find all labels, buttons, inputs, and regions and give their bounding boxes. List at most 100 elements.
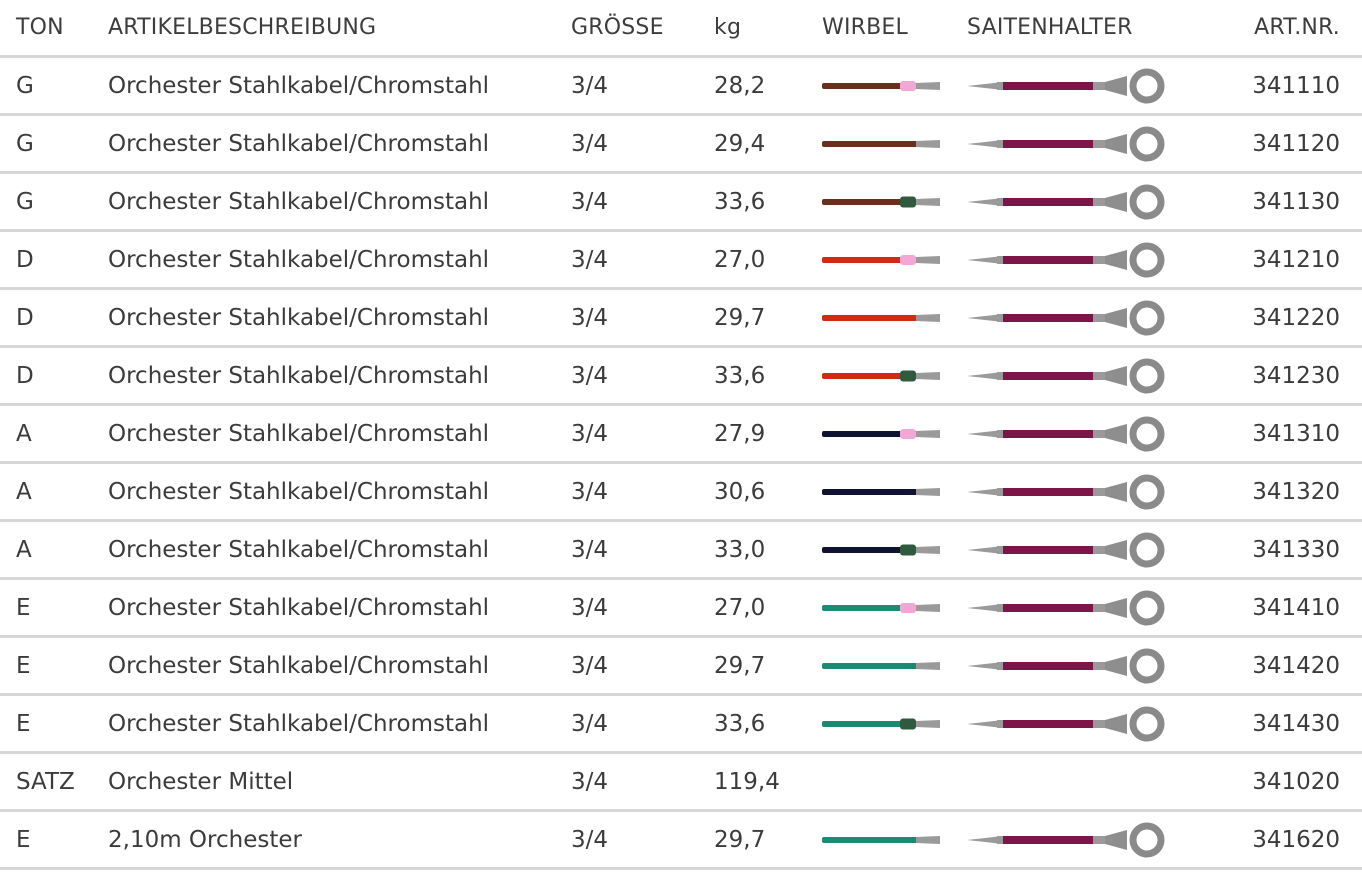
table-row: E Orchester Stahlkabel/Chromstahl 3/4 33,6 3… <box>0 696 1362 754</box>
wirbel-string-image <box>822 313 940 322</box>
wirbel-string-image <box>822 80 940 91</box>
wirbel-cell <box>822 406 942 461</box>
ton-cell: D <box>16 362 34 389</box>
wirbel-cell <box>822 522 942 577</box>
art-nr-cell: 341320 <box>1252 478 1340 505</box>
header-description: ARTIKELBESCHREIBUNG <box>108 15 377 40</box>
ton-cell: E <box>16 594 31 621</box>
saitenhalter-string-image <box>967 126 1165 161</box>
size-cell: 3/4 <box>571 72 609 99</box>
wirbel-cell <box>822 638 942 693</box>
wirbel-string-image <box>822 835 940 844</box>
kg-cell: 29,4 <box>714 130 766 157</box>
saitenhalter-cell <box>967 580 1167 635</box>
size-cell: 3/4 <box>571 420 609 447</box>
wirbel-cell <box>822 58 942 113</box>
saitenhalter-cell <box>967 812 1167 867</box>
saitenhalter-string-image <box>967 416 1165 451</box>
description-cell: Orchester Stahlkabel/Chromstahl <box>108 188 490 215</box>
wirbel-string-image <box>822 196 940 207</box>
wirbel-string-image <box>822 139 940 148</box>
art-nr-cell: 341620 <box>1252 826 1340 853</box>
table-row: E Orchester Stahlkabel/Chromstahl 3/4 29,7 3… <box>0 638 1362 696</box>
art-nr-cell: 341430 <box>1252 710 1340 737</box>
size-cell: 3/4 <box>571 652 609 679</box>
saitenhalter-cell <box>967 116 1167 171</box>
header-ton: TON <box>16 15 64 40</box>
table-row: E 2,10m Orchester 3/4 29,7 341620 <box>0 812 1362 870</box>
wirbel-cell <box>822 812 942 867</box>
kg-cell: 29,7 <box>714 304 766 331</box>
art-nr-cell: 341410 <box>1252 594 1340 621</box>
ton-cell: E <box>16 652 31 679</box>
header-size: GRÖSSE <box>571 15 664 40</box>
size-cell: 3/4 <box>571 826 609 853</box>
kg-cell: 119,4 <box>714 768 780 795</box>
kg-cell: 30,6 <box>714 478 766 505</box>
kg-cell: 27,0 <box>714 594 766 621</box>
saitenhalter-cell <box>967 232 1167 287</box>
size-cell: 3/4 <box>571 594 609 621</box>
table-body: G Orchester Stahlkabel/Chromstahl 3/4 28,2 3… <box>0 58 1362 870</box>
saitenhalter-cell <box>967 638 1167 693</box>
table-row: D Orchester Stahlkabel/Chromstahl 3/4 33,6 3… <box>0 348 1362 406</box>
wirbel-string-image <box>822 661 940 670</box>
table-row: G Orchester Stahlkabel/Chromstahl 3/4 28,2 3… <box>0 58 1362 116</box>
table-row: D Orchester Stahlkabel/Chromstahl 3/4 27,0 3… <box>0 232 1362 290</box>
kg-cell: 29,7 <box>714 652 766 679</box>
description-cell: Orchester Stahlkabel/Chromstahl <box>108 536 490 563</box>
saitenhalter-string-image <box>967 242 1165 277</box>
wirbel-cell <box>822 696 942 751</box>
description-cell: Orchester Stahlkabel/Chromstahl <box>108 594 490 621</box>
kg-cell: 33,6 <box>714 188 766 215</box>
art-nr-cell: 341230 <box>1252 362 1340 389</box>
wirbel-cell <box>822 580 942 635</box>
saitenhalter-string-image <box>967 706 1165 741</box>
ton-cell: G <box>16 72 34 99</box>
size-cell: 3/4 <box>571 130 609 157</box>
description-cell: Orchester Stahlkabel/Chromstahl <box>108 130 490 157</box>
ton-cell: A <box>16 478 32 505</box>
saitenhalter-string-image <box>967 648 1165 683</box>
saitenhalter-string-image <box>967 532 1165 567</box>
description-cell: Orchester Stahlkabel/Chromstahl <box>108 420 490 447</box>
saitenhalter-cell <box>967 174 1167 229</box>
table-row: A Orchester Stahlkabel/Chromstahl 3/4 27,9 3… <box>0 406 1362 464</box>
description-cell: Orchester Stahlkabel/Chromstahl <box>108 652 490 679</box>
size-cell: 3/4 <box>571 768 609 795</box>
saitenhalter-string-image <box>967 822 1165 857</box>
wirbel-string-image <box>822 718 940 729</box>
table-row: G Orchester Stahlkabel/Chromstahl 3/4 33,6 3… <box>0 174 1362 232</box>
size-cell: 3/4 <box>571 362 609 389</box>
saitenhalter-cell <box>967 58 1167 113</box>
saitenhalter-string-image <box>967 474 1165 509</box>
wirbel-string-image <box>822 487 940 496</box>
ton-cell: G <box>16 188 34 215</box>
header-saitenhalter: SAITENHALTER <box>967 15 1133 40</box>
wirbel-string-image <box>822 602 940 613</box>
ton-cell: G <box>16 130 34 157</box>
table-row: A Orchester Stahlkabel/Chromstahl 3/4 33,0 3… <box>0 522 1362 580</box>
size-cell: 3/4 <box>571 304 609 331</box>
table-row: D Orchester Stahlkabel/Chromstahl 3/4 29,7 3… <box>0 290 1362 348</box>
saitenhalter-cell <box>967 464 1167 519</box>
art-nr-cell: 341130 <box>1252 188 1340 215</box>
table-row: SATZ Orchester Mittel 3/4 119,4 341020 <box>0 754 1362 812</box>
saitenhalter-cell <box>967 406 1167 461</box>
kg-cell: 27,9 <box>714 420 766 447</box>
wirbel-string-image <box>822 254 940 265</box>
description-cell: Orchester Stahlkabel/Chromstahl <box>108 246 490 273</box>
art-nr-cell: 341420 <box>1252 652 1340 679</box>
kg-cell: 29,7 <box>714 826 766 853</box>
description-cell: Orchester Stahlkabel/Chromstahl <box>108 362 490 389</box>
saitenhalter-cell <box>967 348 1167 403</box>
art-nr-cell: 341310 <box>1252 420 1340 447</box>
ton-cell: A <box>16 536 32 563</box>
wirbel-cell <box>822 232 942 287</box>
saitenhalter-string-image <box>967 68 1165 103</box>
saitenhalter-string-image <box>967 300 1165 335</box>
description-cell: Orchester Stahlkabel/Chromstahl <box>108 72 490 99</box>
wirbel-cell <box>822 464 942 519</box>
wirbel-cell <box>822 290 942 345</box>
